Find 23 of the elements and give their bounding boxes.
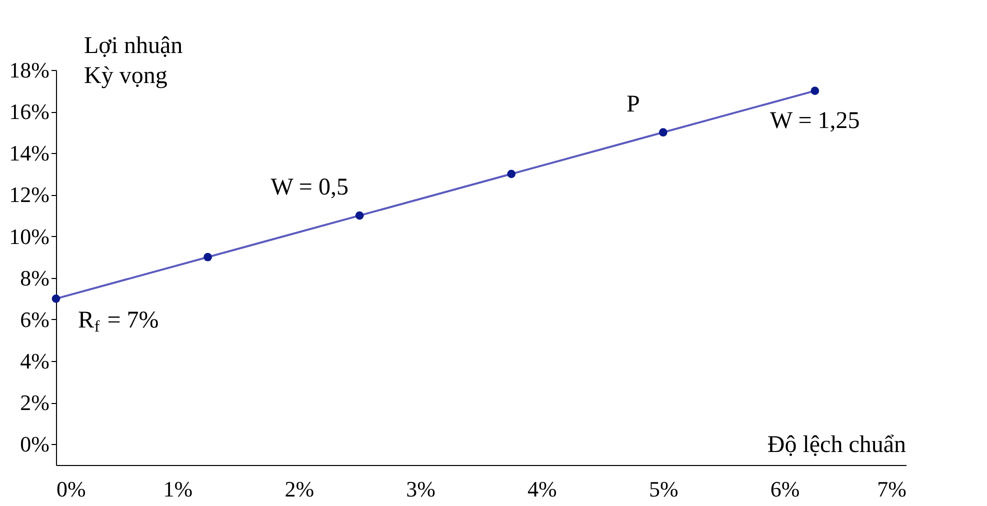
y-tick-label: 12% — [9, 182, 50, 208]
x-axis-title: Độ lệch chuẩn — [767, 432, 906, 458]
y-axis-title: Lợi nhuận Kỳ vọng — [84, 33, 183, 89]
y-tick-label: 8% — [20, 265, 50, 290]
y-tick-label: 4% — [20, 348, 50, 374]
y-tick-label: 6% — [20, 306, 50, 332]
x-tick-label: 1% — [163, 476, 193, 502]
y-tick-label: 18% — [9, 58, 50, 82]
x-tick-label: 0% — [56, 476, 86, 502]
y-tick-label: 16% — [9, 99, 50, 124]
x-tick-label: 6% — [770, 476, 800, 502]
x-tick-label: 3% — [406, 476, 436, 502]
y-tick-label: 0% — [20, 432, 50, 457]
y-tick-label: 14% — [9, 140, 50, 166]
annotation: W = 1,25 — [770, 108, 860, 134]
annotation: P — [626, 91, 640, 118]
x-tick-label: 7% — [877, 476, 906, 502]
x-tick-label: 2% — [284, 476, 314, 502]
x-tick-label: 5% — [648, 476, 678, 502]
x-tick-label: 4% — [528, 476, 557, 502]
y-tick-label: 2% — [20, 390, 50, 416]
annotation: W = 0,5 — [270, 174, 348, 201]
y-tick-label: 10% — [9, 224, 50, 249]
